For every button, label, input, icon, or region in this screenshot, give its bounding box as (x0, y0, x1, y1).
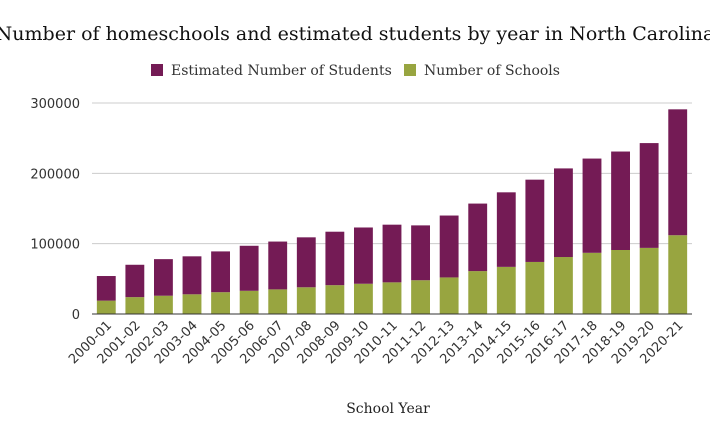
chart-title: Number of homeschools and estimated stud… (0, 23, 710, 45)
bar-schools (354, 283, 373, 314)
bar-students (154, 259, 173, 296)
x-axis-title: School Year (346, 401, 430, 417)
legend-swatch (151, 64, 163, 76)
x-axis-ticks: 2000-012001-022002-032003-042004-052005-… (66, 318, 686, 367)
bar-schools (96, 300, 116, 314)
bar-schools (268, 289, 288, 314)
bar-schools (496, 266, 516, 314)
bar-students (668, 109, 688, 236)
y-tick-label: 100000 (30, 238, 80, 253)
bar-schools (411, 280, 430, 314)
bar-students (582, 158, 602, 253)
bar-students (296, 237, 316, 288)
bar-schools (182, 294, 202, 314)
bars (96, 109, 688, 314)
bar-students (325, 231, 345, 286)
bar-students (525, 179, 545, 262)
y-tick-label: 200000 (30, 167, 80, 182)
bar-students (182, 256, 202, 295)
bar-schools (611, 249, 630, 314)
y-tick-label: 300000 (30, 97, 80, 112)
gridlines (92, 102, 692, 245)
legend-swatch (404, 64, 416, 76)
bar-schools (382, 282, 402, 314)
bar-students (554, 168, 573, 258)
legend-label: Number of Schools (424, 63, 560, 79)
bar-students (354, 227, 373, 284)
bar-schools (439, 277, 459, 314)
bar-schools (154, 295, 173, 314)
bar-schools (582, 252, 602, 314)
bar-students (268, 241, 288, 290)
bar-students (439, 215, 459, 278)
bar-schools (325, 285, 345, 314)
bar-schools (125, 297, 145, 314)
bar-students (382, 224, 402, 283)
bar-schools (211, 292, 230, 314)
bar-students (411, 225, 430, 281)
y-tick-label: 0 (72, 308, 80, 323)
bar-schools (639, 247, 659, 314)
bar-students (96, 276, 116, 301)
bar-students (639, 143, 659, 248)
bar-students (468, 203, 488, 272)
legend: Estimated Number of Students Number of Sc… (151, 63, 560, 79)
y-axis-ticks: 0 100000 200000 300000 (30, 97, 80, 323)
bar-schools (296, 287, 316, 314)
bar-schools (468, 271, 488, 314)
bar-schools (554, 257, 573, 314)
bar-students (611, 151, 630, 250)
bar-students (239, 245, 259, 291)
bar-schools (525, 261, 545, 314)
bar-students (211, 251, 230, 293)
bar-schools (668, 235, 688, 314)
bar-students (496, 192, 516, 267)
legend-label: Estimated Number of Students (171, 63, 392, 79)
bar-schools (239, 290, 259, 314)
bar-students (125, 264, 145, 298)
